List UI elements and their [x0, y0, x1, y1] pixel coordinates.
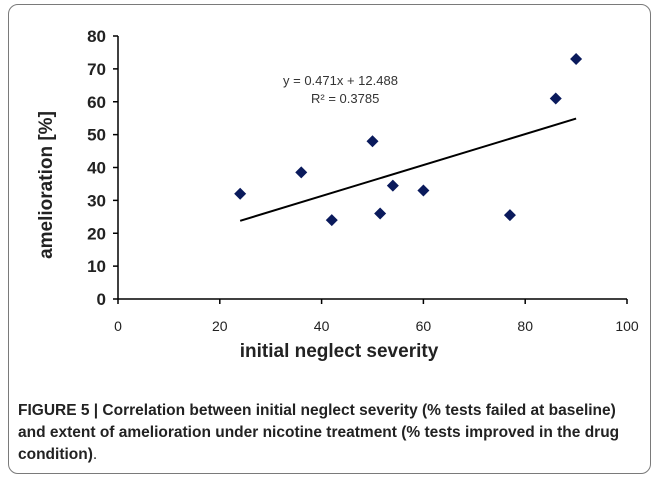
y-ticks: 0 10 20 30 40 50 60 70 80: [87, 27, 118, 309]
data-point-marker: [503, 209, 516, 222]
x-tick-label: 20: [212, 318, 228, 334]
data-point-marker: [366, 135, 379, 148]
y-tick-label: 0: [97, 290, 106, 309]
y-tick-label: 20: [87, 224, 106, 243]
data-points: [234, 53, 583, 227]
x-ticks: 0 20 40 60 80 100: [114, 299, 639, 334]
y-tick-label: 30: [87, 191, 106, 210]
figure-frame: [8, 4, 651, 474]
x-tick-label: 0: [114, 318, 122, 334]
y-tick-label: 60: [87, 93, 106, 112]
y-axis-label: amelioration [%]: [36, 111, 57, 259]
data-point-marker: [570, 53, 583, 66]
trendline-equation: y = 0.471x + 12.488: [283, 73, 398, 88]
data-point-marker: [386, 179, 399, 192]
data-point-marker: [295, 166, 308, 179]
figure-caption: FIGURE 5 | Correlation between initial n…: [18, 400, 638, 466]
x-tick-label: 60: [416, 318, 432, 334]
x-axis-label: initial neglect severity: [240, 341, 439, 362]
data-point-marker: [234, 187, 247, 200]
data-point-marker: [549, 92, 562, 105]
y-tick-label: 80: [87, 27, 106, 46]
y-tick-label: 70: [87, 60, 106, 79]
y-tick-label: 50: [87, 126, 106, 145]
caption-text: FIGURE 5 | Correlation between initial n…: [18, 402, 620, 463]
y-tick-label: 10: [87, 257, 106, 276]
data-point-marker: [374, 207, 387, 220]
y-tick-label: 40: [87, 159, 106, 178]
trendline: [239, 117, 577, 222]
caption-period: .: [92, 446, 98, 463]
data-point-marker: [325, 214, 338, 227]
scatter-chart: 0 10 20 30 40 50 60 70 80 0 20 40 60 80 100 y = 0.471…: [36, 27, 639, 362]
data-point-marker: [417, 184, 430, 197]
x-tick-label: 40: [314, 318, 330, 334]
r-squared-label: R² = 0.3785: [311, 91, 379, 106]
x-tick-label: 80: [517, 318, 533, 334]
x-tick-label: 100: [615, 318, 639, 334]
